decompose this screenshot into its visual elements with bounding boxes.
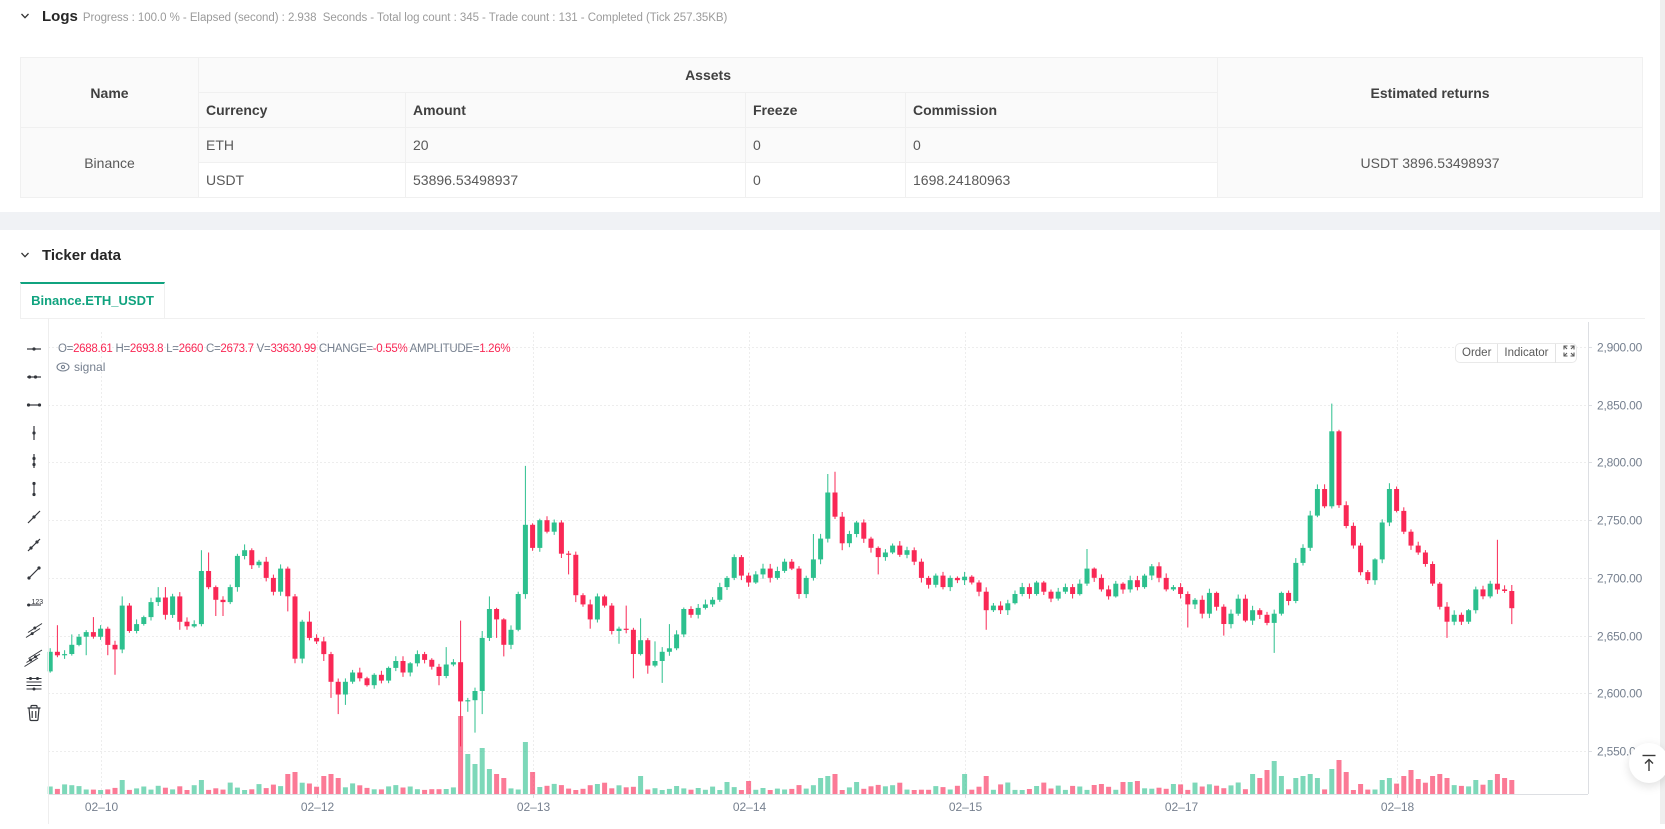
svg-text:123: 123: [32, 599, 44, 606]
svg-text:02–17: 02–17: [1165, 800, 1199, 814]
svg-text:02–14: 02–14: [733, 800, 767, 814]
svg-text:2,900.00: 2,900.00: [1597, 341, 1643, 355]
svg-text:02–10: 02–10: [85, 800, 119, 814]
svg-text:2,650.00: 2,650.00: [1597, 630, 1643, 644]
svg-text:2,700.00: 2,700.00: [1597, 572, 1643, 586]
svg-text:02–12: 02–12: [301, 800, 335, 814]
svg-text:2,800.00: 2,800.00: [1597, 456, 1643, 470]
svg-text:2,600.00: 2,600.00: [1597, 687, 1643, 701]
svg-text:02–15: 02–15: [949, 800, 983, 814]
svg-text:02–18: 02–18: [1381, 800, 1415, 814]
svg-text:2,850.00: 2,850.00: [1597, 399, 1643, 413]
svg-text:02–13: 02–13: [517, 800, 551, 814]
svg-text:2,750.00: 2,750.00: [1597, 514, 1643, 528]
